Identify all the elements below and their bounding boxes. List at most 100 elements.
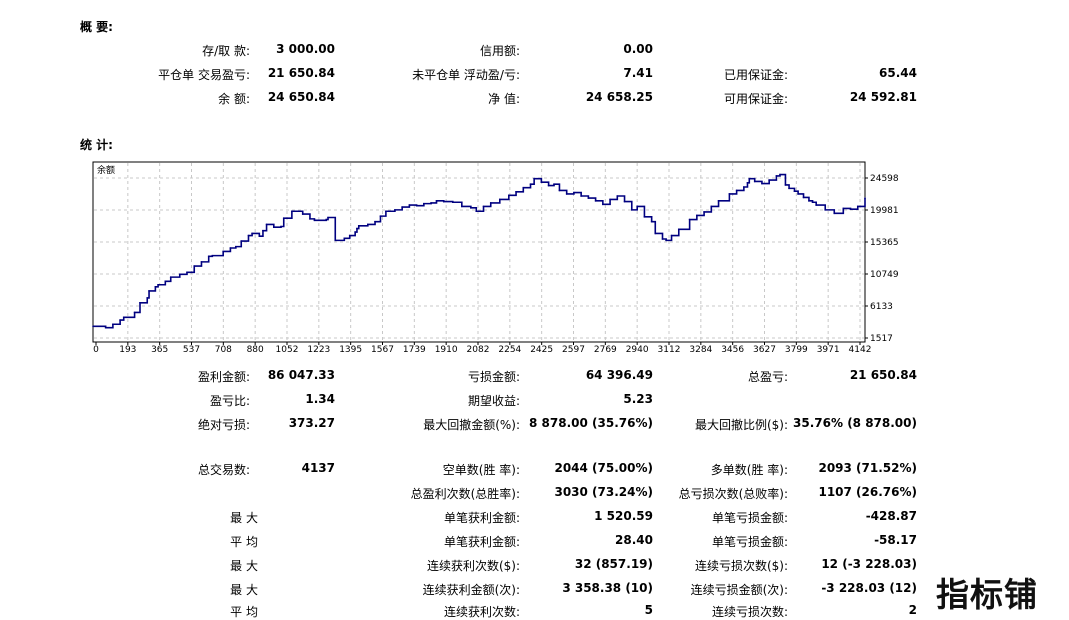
balance-point [735, 189, 738, 192]
balance-point [334, 239, 337, 242]
stats-b-r1-short-label: 总盈利次数(总胜率): [410, 487, 520, 501]
balance-chart: 0 193 365 537 708 880 1052 1223 1395 1567 1739 1910… [92, 161, 899, 355]
summary-r2c2-label: 可用保证金: [723, 92, 788, 106]
stats-b-r2-short-label: 单笔获利金额: [443, 511, 520, 525]
balance-point [547, 184, 550, 187]
balance-point [154, 286, 157, 288]
summary-title: 概 要: [80, 20, 113, 34]
stats-b-r4-long-label: 连续亏损次数($): [694, 559, 788, 573]
balance-point [616, 195, 619, 197]
balance-point [251, 232, 253, 235]
chart-xtick-label: 3112 [658, 345, 681, 355]
total-trades-value: 4137 [301, 461, 335, 475]
stats-a-r0c1-label: 亏损金额: [467, 370, 520, 384]
balance-point [515, 191, 517, 193]
stats-b-qualifier-3: 平 均 [230, 535, 258, 549]
balance-point [461, 205, 463, 208]
chart-xtick-label: 4142 [849, 345, 872, 355]
summary-r1c2-value: 65.44 [879, 66, 917, 80]
balance-point [313, 219, 316, 222]
balance-point [200, 261, 203, 263]
balance-point [784, 184, 787, 186]
balance-point [833, 212, 836, 215]
balance-point [348, 234, 351, 237]
balance-point [775, 175, 778, 177]
stats-b-r2-long-label: 单笔亏损金额: [711, 511, 788, 525]
balance-point [717, 200, 720, 202]
balance-point [761, 182, 763, 185]
balance-point [508, 194, 510, 197]
balance-point [401, 206, 403, 208]
summary-r2c0-value: 24 650.84 [267, 90, 335, 104]
balance-point [643, 216, 646, 218]
chart-xtick-label: 365 [151, 345, 168, 355]
balance-point [229, 247, 232, 249]
balance-point [743, 186, 745, 188]
balance-point [802, 196, 805, 199]
balance-point [842, 207, 845, 210]
stats-title: 统 计: [80, 138, 113, 152]
balance-point [654, 232, 657, 235]
balance-point [703, 211, 705, 213]
summary-r2c1-label: 净 值: [488, 92, 520, 106]
chart-ytick-label: 6133 [870, 302, 893, 312]
balance-point [768, 179, 770, 181]
chart-xtick-label: 3971 [817, 345, 840, 355]
stats-b-qualifier-5: 最 大 [230, 583, 258, 597]
chart-xtick-label: 537 [183, 345, 200, 355]
balance-point [408, 204, 411, 206]
balance-point [193, 265, 196, 267]
balance-point [272, 226, 275, 229]
balance-point [394, 209, 396, 211]
balance-point [133, 311, 136, 314]
balance-point [301, 213, 304, 215]
chart-xtick-label: 3284 [689, 345, 712, 355]
balance-point [357, 225, 360, 227]
stats-b-r0-short-value: 2044 (75.00%) [554, 461, 653, 475]
chart-xtick-label: 1910 [435, 345, 458, 355]
stats-b-qualifier-6: 平 均 [230, 605, 258, 619]
summary-r1c1-label: 未平仓单 浮动盈/亏: [412, 68, 520, 82]
balance-point [112, 323, 114, 326]
stats-b-r2-short-value: 1 520.59 [594, 509, 653, 523]
balance-point [677, 228, 680, 231]
chart-xtick-label: 1567 [371, 345, 394, 355]
balance-point [430, 202, 432, 204]
balance-point [540, 181, 543, 183]
balance-point [522, 186, 525, 189]
balance-point [811, 201, 814, 204]
balance-point [265, 223, 268, 226]
stats-a-r2c1-label: 最大回撤金额(%): [423, 418, 520, 432]
stats-a-r0c0-value: 86 047.33 [267, 368, 335, 382]
balance-point [169, 276, 172, 278]
chart-xtick-label: 1052 [276, 345, 299, 355]
summary-r2c1-value: 24 658.25 [585, 90, 653, 104]
summary-r2c0-label: 余 额: [218, 92, 250, 106]
balance-point [475, 210, 478, 213]
stats-a-r0c2-label: 总盈亏: [747, 370, 788, 384]
balance-point [710, 205, 713, 208]
balance-point [186, 271, 188, 274]
stats-b-r3-short-label: 单笔获利金额: [443, 535, 520, 549]
balance-point [327, 216, 329, 219]
balance-point [856, 205, 859, 208]
summary-r1c2-label: 已用保证金: [723, 68, 788, 82]
stats-b-r1-long-label: 总亏损次数(总败率): [678, 487, 788, 501]
balance-point [864, 197, 866, 199]
balance-point [354, 231, 356, 233]
balance-point [139, 301, 141, 304]
balance-point [753, 180, 756, 183]
balance-point [207, 255, 210, 258]
balance-point [157, 283, 159, 286]
balance-point [558, 189, 561, 192]
chart-xtick-label: 1223 [307, 345, 330, 355]
chart-xtick-label: 1739 [403, 345, 426, 355]
chart-xtick-label: 2082 [467, 345, 490, 355]
stats-b-r6-long-label: 连续亏损次数: [711, 605, 788, 619]
balance-point [529, 183, 532, 186]
stats-a-r2c0-value: 373.27 [288, 416, 335, 430]
balance-point [104, 326, 107, 329]
stats-b-qualifier-2: 最 大 [230, 511, 258, 525]
stats-b-r5-short-value: 3 358.38 (10) [562, 581, 653, 595]
chart-xtick-label: 193 [119, 345, 136, 355]
